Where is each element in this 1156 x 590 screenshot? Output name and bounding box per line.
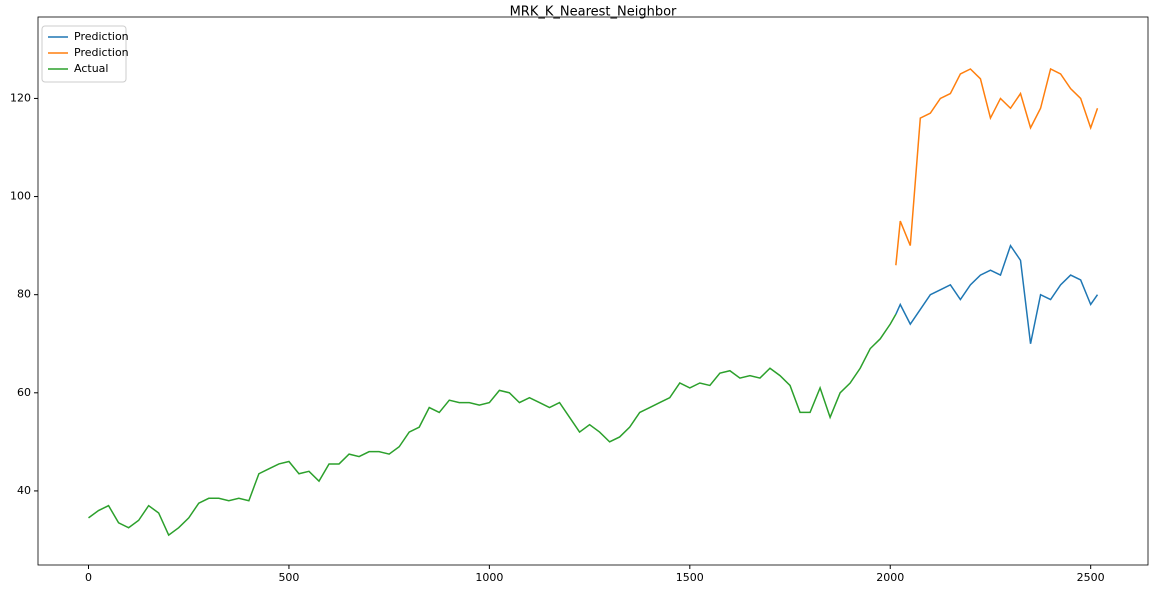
x-tick-label: 500	[278, 571, 299, 584]
legend-label: Prediction	[74, 30, 129, 43]
y-tick-label: 120	[10, 91, 31, 104]
legend-label: Prediction	[74, 46, 129, 59]
y-tick-label: 100	[10, 190, 31, 203]
y-tick-label: 60	[17, 386, 31, 399]
legend: Prediction Prediction Actual	[41, 25, 129, 83]
x-tick-label: 0	[85, 571, 92, 584]
y-tick-label: 40	[17, 484, 31, 497]
line-series	[88, 313, 897, 537]
line-series	[895, 67, 1099, 266]
x-tick-label: 2000	[876, 571, 904, 584]
chart-title: MRK_K_Nearest_Neighbor	[510, 5, 677, 20]
x-tick-label: 1500	[676, 571, 704, 584]
x-tick-label: 2500	[1077, 571, 1105, 584]
x-tick-label: 1000	[475, 571, 503, 584]
legend-label: Actual	[74, 62, 108, 75]
y-tick-label: 80	[17, 288, 31, 301]
line-series	[895, 243, 1099, 344]
plot-frame	[37, 16, 1149, 566]
legend-box	[41, 25, 127, 83]
